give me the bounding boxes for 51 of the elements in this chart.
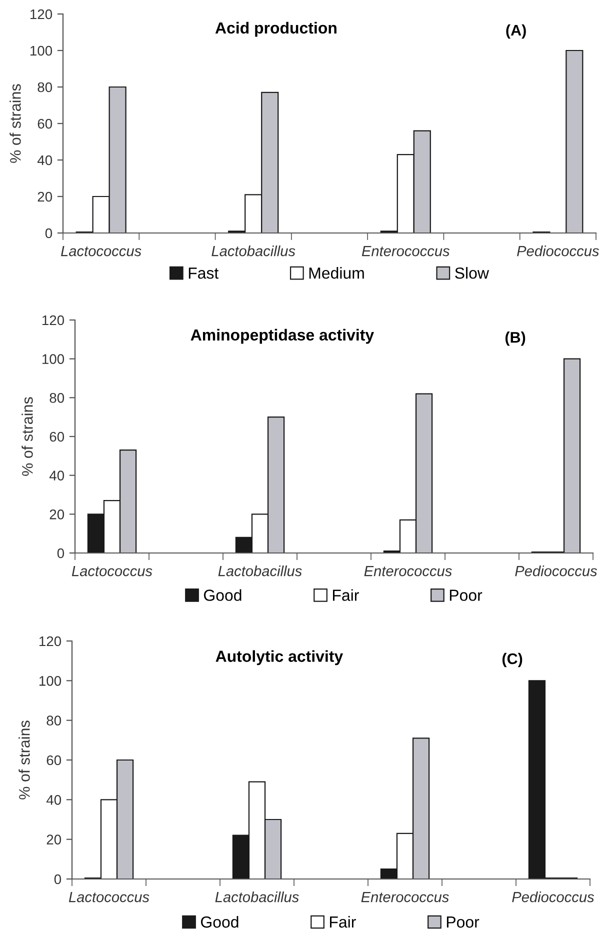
y-tick-label: 80 <box>50 393 64 403</box>
y-tick-label: 120 <box>42 315 64 326</box>
y-tick-label: 0 <box>57 548 64 558</box>
x-tick-label: Pediococcus <box>515 566 598 576</box>
x-tick-label: Lactobacillus <box>212 246 296 256</box>
x-tick-label: Lactococcus <box>60 246 142 256</box>
legend-label: Good <box>204 589 242 601</box>
legend-label: Fast <box>188 268 219 279</box>
y-tick-label: 60 <box>38 118 52 129</box>
y-axis-title: % of strains <box>18 720 30 800</box>
y-tick-label: 60 <box>50 432 64 442</box>
x-tick-label: Enterococcus <box>362 246 450 256</box>
y-tick-label: 20 <box>50 510 64 520</box>
legend-label: Medium <box>309 267 364 279</box>
y-tick-label: 100 <box>42 354 64 364</box>
x-tick-label: Enterococcus <box>364 566 452 576</box>
y-tick-label: 20 <box>38 192 52 202</box>
x-tick-label: Pediococcus <box>512 892 594 902</box>
legend-label: Poor <box>450 590 482 601</box>
y-tick-label: 60 <box>46 755 62 766</box>
chart-title: Acid production <box>215 22 336 37</box>
legend-label: Poor <box>446 916 480 928</box>
y-tick-label: 0 <box>45 228 52 238</box>
x-tick-label: Pediococcus <box>517 246 599 256</box>
x-tick-label: Lactobacillus <box>215 892 299 902</box>
y-tick-label: 40 <box>49 470 64 481</box>
y-tick-label: 120 <box>30 9 52 20</box>
y-tick-label: 80 <box>38 82 52 92</box>
legend-label: Fair <box>333 589 359 601</box>
x-tick-label: Lactococcus <box>72 566 152 576</box>
text: Aminopeptidase activity <box>190 328 374 344</box>
annotation: (A) <box>506 24 526 39</box>
y-tick-label: 100 <box>30 46 52 56</box>
x-tick-label: Lactobacillus <box>218 566 302 576</box>
y-axis-title: % of strains <box>10 84 21 163</box>
annotation: (C) <box>502 652 522 668</box>
y-tick-label: 20 <box>46 834 62 845</box>
text: Autolytic activity <box>216 650 344 666</box>
y-tick-label: 100 <box>39 676 62 686</box>
x-tick-label: Lactococcus <box>68 892 150 902</box>
y-axis-title: % of strains <box>22 397 33 476</box>
x-tick-label: Enterococcus <box>361 892 449 902</box>
legend-label: Slow <box>455 267 490 279</box>
y-tick-label: 120 <box>39 636 62 646</box>
y-tick-label: 80 <box>46 716 62 726</box>
legend-label: Fair <box>330 916 356 928</box>
legend-label: Good <box>200 916 238 928</box>
annotation: (B) <box>505 332 526 346</box>
y-tick-label: 40 <box>37 155 52 166</box>
y-tick-label: 40 <box>46 795 62 805</box>
y-tick-label: 0 <box>54 874 62 884</box>
